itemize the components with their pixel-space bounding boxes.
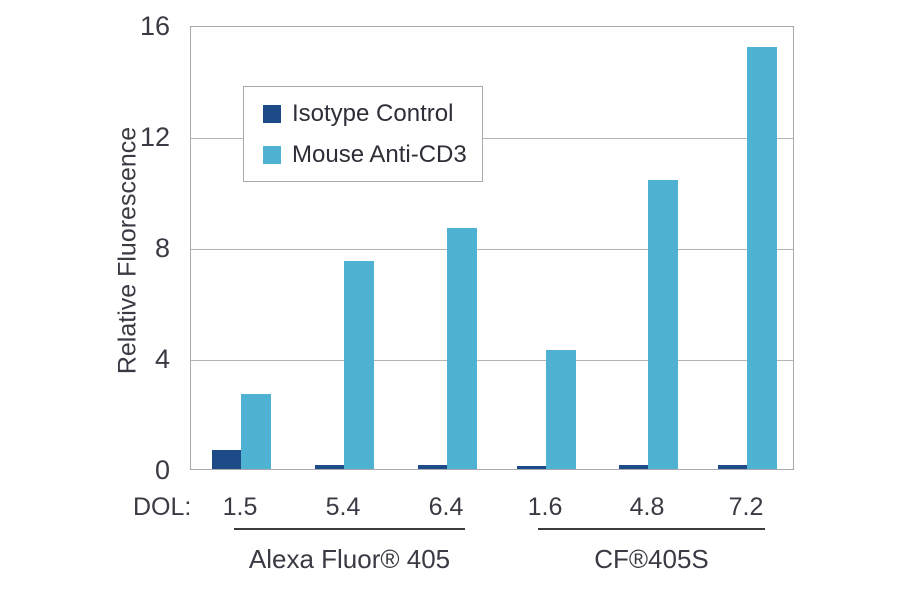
bar-isotype-control-1.5 [212,450,241,469]
y-tick-label-8: 8 [154,233,170,263]
dol-value-label-6.4: 6.4 [428,493,464,521]
y-tick-label-4: 4 [154,344,170,374]
y-tick-label-0: 0 [154,455,170,485]
bar-mouse-anti-cd3-6.4 [447,228,477,469]
dol-value-label-4.8: 4.8 [629,493,665,521]
legend-item-isotype-control: Isotype Control [263,100,482,128]
bar-mouse-anti-cd3-7.2 [747,47,777,469]
group-label-cf-405s: CF®405S [594,544,709,574]
dol-value-label-5.4: 5.4 [325,493,361,521]
legend-swatch-mouse-anti-cd3 [263,145,281,164]
dol-value-label-1.5: 1.5 [222,493,258,521]
group-label-alexa-fluor-405: Alexa Fluor® 405 [248,544,451,574]
dol-value-label-7.2: 7.2 [728,493,764,521]
group-underline-cf-405s [538,528,765,530]
bar-mouse-anti-cd3-1.5 [241,394,271,469]
legend-label-mouse-anti-cd3: Mouse Anti-CD3 [292,140,467,168]
bar-isotype-control-4.8 [619,465,648,469]
bar-mouse-anti-cd3-4.8 [648,180,678,469]
gridline-4 [191,360,793,361]
legend: Isotype Control Mouse Anti-CD3 [243,86,483,182]
legend-item-mouse-anti-cd3: Mouse Anti-CD3 [263,141,482,169]
bar-mouse-anti-cd3-1.6 [546,350,576,469]
bar-isotype-control-7.2 [718,465,747,469]
gridline-12 [191,138,793,139]
group-underline-alexa-fluor-405 [234,528,465,530]
legend-label-isotype-control: Isotype Control [292,99,454,127]
bar-isotype-control-6.4 [418,465,447,469]
y-tick-label-16: 16 [139,11,170,41]
dol-prefix-label: DOL: [133,493,192,521]
bar-isotype-control-5.4 [315,465,344,469]
legend-swatch-isotype-control [263,104,281,123]
plot-area [190,26,794,470]
dol-value-label-1.6: 1.6 [527,493,563,521]
bar-mouse-anti-cd3-5.4 [344,261,374,469]
bar-isotype-control-1.6 [517,466,546,469]
gridline-8 [191,249,793,250]
y-tick-label-12: 12 [139,122,170,152]
